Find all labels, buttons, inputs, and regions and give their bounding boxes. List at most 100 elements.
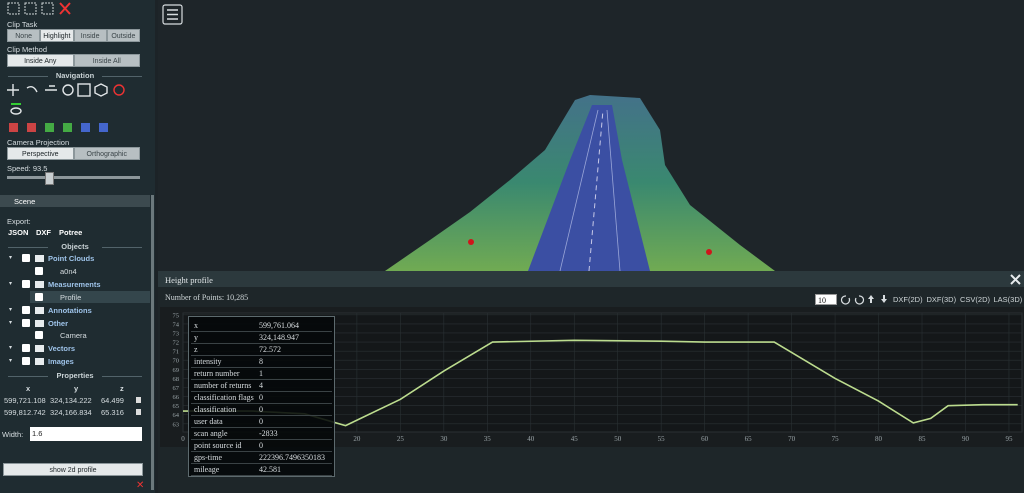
view-icon[interactable] — [81, 123, 90, 132]
tree-node[interactable]: Point Clouds — [48, 254, 95, 263]
button[interactable]: Inside — [73, 29, 107, 42]
slider-handle[interactable] — [45, 172, 54, 185]
menu-button[interactable] — [162, 4, 183, 25]
checkbox[interactable] — [35, 331, 43, 340]
export-link[interactable]: LAS(3D) — [993, 295, 1023, 304]
x-tick-label: 95 — [1005, 435, 1013, 443]
button[interactable]: Highlight — [40, 29, 74, 42]
view-icon[interactable] — [99, 123, 108, 132]
export-link[interactable]: DXF(3D) — [926, 295, 957, 304]
nav-icon[interactable] — [7, 84, 19, 96]
tree-node[interactable]: Vectors — [48, 344, 76, 354]
checkbox[interactable] — [22, 254, 30, 262]
export-link[interactable]: CSV(2D) — [960, 295, 991, 304]
section-header: Properties — [0, 371, 150, 380]
speed-slider[interactable] — [7, 176, 140, 179]
tooltip-key: point source id — [194, 441, 242, 450]
view-icon[interactable] — [45, 123, 54, 132]
tooltip-key: return number — [194, 369, 240, 378]
tooltip-key: mileage — [194, 465, 220, 474]
checkbox[interactable] — [35, 266, 43, 275]
tooltip-value: 0 — [259, 441, 263, 450]
rotate-icon[interactable] — [840, 295, 851, 305]
tree-node[interactable]: Camera — [60, 331, 87, 341]
export-link[interactable]: JSON — [8, 228, 29, 237]
clip-screen-icon[interactable] — [41, 2, 54, 15]
tooltip-key: classification — [194, 405, 237, 414]
point-budget-input[interactable]: 10 — [815, 294, 837, 305]
button[interactable]: Inside All — [73, 54, 140, 67]
y-tick-label: 73 — [173, 330, 180, 337]
cell: 65.316 — [101, 408, 124, 417]
view-icon[interactable] — [9, 123, 18, 132]
nav-icon[interactable] — [94, 83, 108, 97]
tooltip-key: x — [194, 321, 198, 330]
tooltip-key: classification flags — [194, 393, 254, 402]
tree-node[interactable]: Profile — [60, 292, 82, 302]
checkbox[interactable] — [22, 318, 30, 327]
export-link[interactable]: Potree — [59, 228, 83, 237]
upload-icon[interactable] — [868, 295, 874, 303]
profile-header — [158, 271, 1024, 287]
tooltip-divider — [191, 355, 332, 356]
button[interactable]: Orthographic — [73, 147, 140, 160]
view-icon[interactable] — [27, 123, 36, 132]
button[interactable]: Perspective — [7, 147, 74, 160]
export-link[interactable]: DXF — [36, 228, 51, 237]
tooltip-key: user data — [194, 417, 223, 426]
view-icon[interactable] — [63, 123, 72, 132]
tree-node[interactable]: Annotations — [48, 305, 92, 315]
scrollbar[interactable] — [151, 195, 154, 490]
remove-icon[interactable] — [59, 2, 71, 15]
export-link[interactable]: DXF(2D) — [893, 295, 923, 304]
cell: 599,812.742 — [4, 408, 46, 417]
nav-icon[interactable] — [62, 84, 74, 96]
checkbox[interactable] — [22, 305, 30, 314]
checkbox[interactable] — [35, 292, 43, 301]
x-tick-label: 65 — [745, 435, 753, 443]
tooltip-value: 222396.7496350183 — [259, 453, 325, 462]
x-tick-label: 75 — [832, 435, 840, 443]
tree-node[interactable]: Measurements — [48, 279, 101, 289]
section-header: Navigation — [0, 71, 150, 80]
tree-toggle[interactable]: ▾ — [9, 255, 13, 261]
checkbox[interactable] — [22, 344, 30, 353]
checkbox[interactable] — [22, 279, 30, 288]
nav-icon[interactable] — [77, 83, 91, 97]
profile-point[interactable] — [468, 239, 474, 245]
clip-polygon-icon[interactable] — [24, 2, 37, 15]
width-input[interactable]: 1.6 — [30, 427, 142, 441]
nav-icon[interactable] — [113, 84, 125, 96]
label: Clip Task — [7, 20, 38, 29]
clip-volume-icon[interactable] — [7, 2, 20, 15]
button[interactable]: show 2d profile — [3, 463, 143, 476]
nav-icon[interactable] — [26, 85, 38, 93]
copy-icon[interactable] — [136, 409, 141, 415]
checkbox[interactable] — [22, 357, 30, 366]
y-tick-label: 69 — [173, 367, 180, 374]
download-icon[interactable] — [881, 295, 887, 303]
tree-toggle[interactable]: ▾ — [9, 280, 13, 287]
tree-toggle[interactable]: ▾ — [9, 306, 13, 313]
eye-icon[interactable] — [10, 107, 22, 115]
tree-toggle[interactable]: ▾ — [9, 358, 13, 365]
rotate-icon[interactable] — [854, 295, 865, 305]
x-tick-label: 85 — [919, 435, 927, 443]
button[interactable]: Inside Any — [7, 54, 74, 67]
button[interactable]: None — [7, 29, 41, 42]
copy-icon[interactable] — [136, 397, 141, 403]
label: Clip Method — [7, 45, 48, 54]
close-icon[interactable]: ✕ — [136, 480, 145, 491]
tree-node[interactable]: Other — [48, 318, 69, 328]
button[interactable]: Outside — [106, 29, 140, 42]
profile-point[interactable] — [706, 249, 712, 255]
tree-node[interactable]: Images — [48, 357, 74, 367]
tree-toggle[interactable]: ▾ — [9, 319, 13, 326]
tree-toggle[interactable]: ▾ — [9, 345, 13, 352]
cell: 64.499 — [101, 396, 124, 405]
nav-icon[interactable] — [45, 85, 57, 91]
x-tick-label: 45 — [571, 435, 579, 443]
close-button[interactable] — [1010, 274, 1021, 285]
tab[interactable]: Scene — [14, 197, 36, 206]
tree-node[interactable]: a0n4 — [60, 266, 77, 276]
